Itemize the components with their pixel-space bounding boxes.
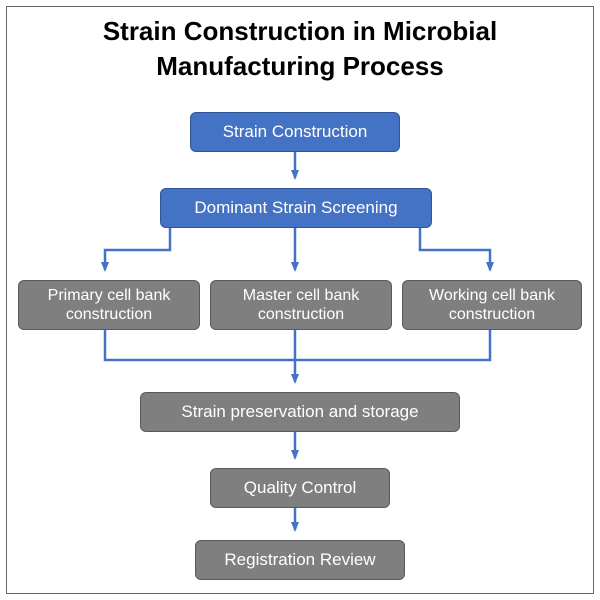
node-n3: Primary cell bank construction [18,280,200,330]
diagram-title: Strain Construction in Microbial Manufac… [0,14,600,84]
title-line-1: Strain Construction in Microbial [0,14,600,49]
node-n5: Working cell bank construction [402,280,582,330]
title-line-2: Manufacturing Process [0,49,600,84]
node-n1: Strain Construction [190,112,400,152]
node-n4: Master cell bank construction [210,280,392,330]
node-n2: Dominant Strain Screening [160,188,432,228]
node-n8: Registration Review [195,540,405,580]
node-n6: Strain preservation and storage [140,392,460,432]
node-n7: Quality Control [210,468,390,508]
